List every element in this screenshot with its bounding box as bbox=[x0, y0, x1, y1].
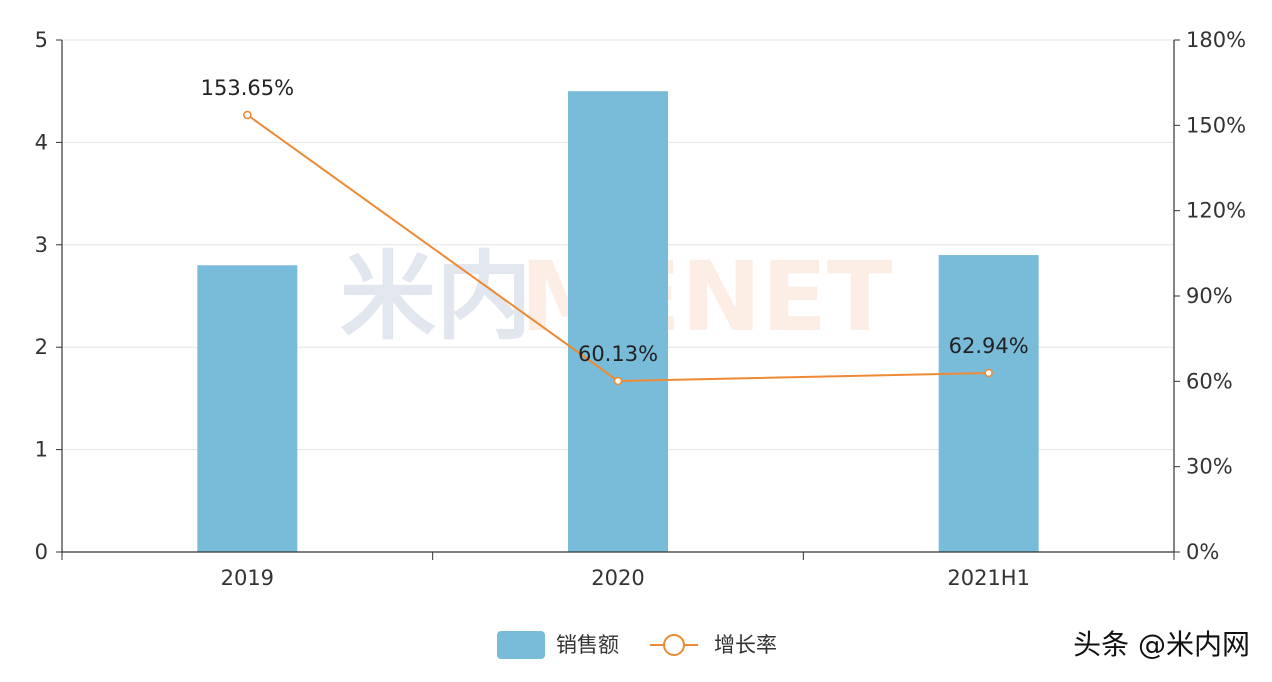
x-axis-tick-label: 2021H1 bbox=[947, 566, 1030, 590]
legend-label-sales: 销售额 bbox=[556, 633, 619, 657]
x-axis-tick-label: 2020 bbox=[591, 566, 644, 590]
left-axis-tick-label: 2 bbox=[35, 335, 48, 359]
x-axis-tick-label: 2019 bbox=[221, 566, 274, 590]
right-axis-tick-label: 60% bbox=[1186, 369, 1233, 393]
bar-series bbox=[197, 91, 1039, 553]
growth-point-2021H1 bbox=[984, 368, 993, 378]
legend-item-sales[interactable]: 销售额 bbox=[497, 631, 619, 659]
legend-swatch-sales bbox=[497, 631, 545, 659]
right-axis-tick-label: 120% bbox=[1186, 199, 1246, 223]
left-axis-tick-label: 5 bbox=[35, 28, 48, 52]
svg-text:米内: 米内 bbox=[340, 241, 532, 353]
growth-point-2020 bbox=[613, 376, 623, 386]
left-axis-tick-label: 3 bbox=[35, 233, 48, 257]
right-axis-tick-label: 180% bbox=[1186, 28, 1246, 52]
legend-marker-growth bbox=[663, 634, 685, 656]
left-axis-tick-label: 0 bbox=[35, 540, 48, 564]
right-axis-tick-label: 90% bbox=[1186, 284, 1233, 308]
tick-labels: 0 1 2 3 4 5 0% 30% 60% 90% 120% 150% 180% 2019 2020 202… bbox=[35, 28, 1246, 590]
right-axis-tick-label: 30% bbox=[1186, 455, 1233, 479]
bar-2019 bbox=[197, 265, 298, 552]
growth-data-label: 60.13% bbox=[578, 342, 658, 366]
right-axis-tick-label: 150% bbox=[1186, 113, 1246, 137]
axes bbox=[56, 39, 1180, 560]
line-series: 153.65% 60.13% 62.94% bbox=[201, 76, 1029, 386]
bar-2020 bbox=[568, 91, 668, 552]
growth-point-2019 bbox=[243, 110, 252, 120]
growth-data-label: 62.94% bbox=[949, 334, 1029, 358]
footer-watermark: 头条 @米内网 bbox=[1073, 628, 1250, 661]
growth-data-label: 153.65% bbox=[201, 76, 294, 100]
left-axis-tick-label: 4 bbox=[35, 130, 48, 154]
legend-item-growth[interactable]: 增长率 bbox=[650, 633, 777, 657]
right-axis-tick-label: 0% bbox=[1186, 540, 1219, 564]
left-axis-tick-label: 1 bbox=[35, 438, 48, 462]
legend[interactable]: 销售额 增长率 bbox=[497, 631, 777, 659]
legend-label-growth: 增长率 bbox=[714, 633, 777, 657]
bar-2021H1 bbox=[938, 255, 1039, 553]
